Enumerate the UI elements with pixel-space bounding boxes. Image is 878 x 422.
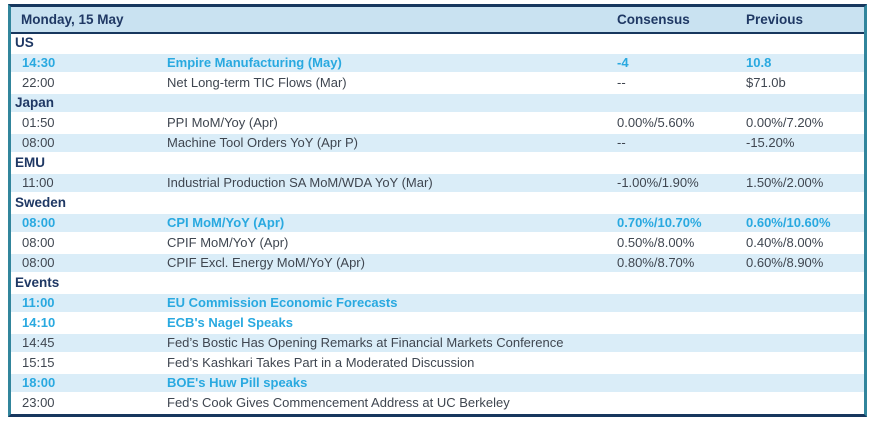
section-label: Events xyxy=(15,275,60,290)
event-cell: ECB's Nagel Speaks xyxy=(167,315,293,330)
section-row: Japan xyxy=(11,94,864,114)
time-cell: 23:00 xyxy=(22,395,55,410)
previous-cell: 1.50%/2.00% xyxy=(746,175,824,190)
event-cell: Fed's Cook Gives Commencement Address at… xyxy=(167,395,510,410)
consensus-cell: 0.80%/8.70% xyxy=(617,255,695,270)
event-cell: Empire Manufacturing (May) xyxy=(167,55,342,70)
event-row: 22:00 Net Long-term TIC Flows (Mar) -- $71.… xyxy=(11,74,864,94)
event-row: 08:00 CPI MoM/YoY (Apr) 0.70%/10.70% 0.60%/… xyxy=(11,214,864,234)
consensus-column-header: Consensus xyxy=(617,11,690,27)
event-row: 11:00 EU Commission Economic Forecasts xyxy=(11,294,864,314)
time-cell: 11:00 xyxy=(22,175,54,190)
event-cell: CPIF MoM/YoY (Apr) xyxy=(167,235,289,250)
event-row: 14:45 Fed’s Bostic Has Opening Remarks at… xyxy=(11,334,864,354)
event-cell: Fed’s Bostic Has Opening Remarks at Fina… xyxy=(167,335,564,350)
event-row: 18:00 BOE's Huw Pill speaks xyxy=(11,374,864,394)
section-row: EMU xyxy=(11,154,864,174)
section-label: Sweden xyxy=(15,195,67,210)
time-cell: 14:45 xyxy=(22,335,55,350)
time-cell: 08:00 xyxy=(22,235,55,250)
section-row: US xyxy=(11,34,864,54)
time-cell: 18:00 xyxy=(22,375,56,390)
event-cell: Net Long-term TIC Flows (Mar) xyxy=(167,75,347,90)
section-row: Sweden xyxy=(11,194,864,214)
date-label: Monday, 15 May xyxy=(21,11,124,27)
table-body: US 14:30 Empire Manufacturing (May) -4 10.8 2… xyxy=(11,34,864,414)
time-cell: 14:10 xyxy=(22,315,56,330)
consensus-cell: -- xyxy=(617,135,626,150)
section-label: US xyxy=(15,35,34,50)
event-cell: CPI MoM/YoY (Apr) xyxy=(167,215,285,230)
time-cell: 15:15 xyxy=(22,355,55,370)
event-cell: CPIF Excl. Energy MoM/YoY (Apr) xyxy=(167,255,365,270)
time-cell: 11:00 xyxy=(22,295,55,310)
previous-column-header: Previous xyxy=(746,11,804,27)
economic-calendar-table: Monday, 15 May Consensus Previous US 14:3… xyxy=(8,4,867,417)
event-row: 08:00 Machine Tool Orders YoY (Apr P) -- -1… xyxy=(11,134,864,154)
previous-cell: $71.0b xyxy=(746,75,786,90)
event-row: 14:10 ECB's Nagel Speaks xyxy=(11,314,864,334)
time-cell: 08:00 xyxy=(22,255,55,270)
event-cell: Fed’s Kashkari Takes Part in a Moderated… xyxy=(167,355,475,370)
event-row: 01:50 PPI MoM/Yoy (Apr) 0.00%/5.60% 0.00%/7… xyxy=(11,114,864,134)
consensus-cell: 0.70%/10.70% xyxy=(617,215,702,230)
previous-cell: 0.40%/8.00% xyxy=(746,235,824,250)
event-cell: BOE's Huw Pill speaks xyxy=(167,375,308,390)
consensus-cell: -- xyxy=(617,75,626,90)
event-cell: Industrial Production SA MoM/WDA YoY (Ma… xyxy=(167,175,433,190)
consensus-cell: -4 xyxy=(617,55,629,70)
event-row: 14:30 Empire Manufacturing (May) -4 10.8 xyxy=(11,54,864,74)
time-cell: 14:30 xyxy=(22,55,56,70)
consensus-cell: -1.00%/1.90% xyxy=(617,175,699,190)
previous-cell: 10.8 xyxy=(746,55,772,70)
previous-cell: 0.00%/7.20% xyxy=(746,115,824,130)
consensus-cell: 0.50%/8.00% xyxy=(617,235,695,250)
previous-cell: -15.20% xyxy=(746,135,795,150)
time-cell: 08:00 xyxy=(22,215,56,230)
event-row: 23:00 Fed's Cook Gives Commencement Addre… xyxy=(11,394,864,414)
time-cell: 08:00 xyxy=(22,135,55,150)
event-row: 11:00 Industrial Production SA MoM/WDA Yo… xyxy=(11,174,864,194)
event-cell: PPI MoM/Yoy (Apr) xyxy=(167,115,278,130)
previous-cell: 0.60%/10.60% xyxy=(746,215,831,230)
consensus-cell: 0.00%/5.60% xyxy=(617,115,695,130)
section-row: Events xyxy=(11,274,864,294)
time-cell: 01:50 xyxy=(22,115,55,130)
event-cell: Machine Tool Orders YoY (Apr P) xyxy=(167,135,359,150)
section-label: Japan xyxy=(15,95,55,110)
header-row: Monday, 15 May Consensus Previous xyxy=(11,7,864,34)
event-cell: EU Commission Economic Forecasts xyxy=(167,295,398,310)
previous-cell: 0.60%/8.90% xyxy=(746,255,824,270)
event-row: 15:15 Fed’s Kashkari Takes Part in a Mode… xyxy=(11,354,864,374)
time-cell: 22:00 xyxy=(22,75,55,90)
event-row: 08:00 CPIF Excl. Energy MoM/YoY (Apr) 0.80… xyxy=(11,254,864,274)
section-label: EMU xyxy=(15,155,45,170)
event-row: 08:00 CPIF MoM/YoY (Apr) 0.50%/8.00% 0.40%/… xyxy=(11,234,864,254)
